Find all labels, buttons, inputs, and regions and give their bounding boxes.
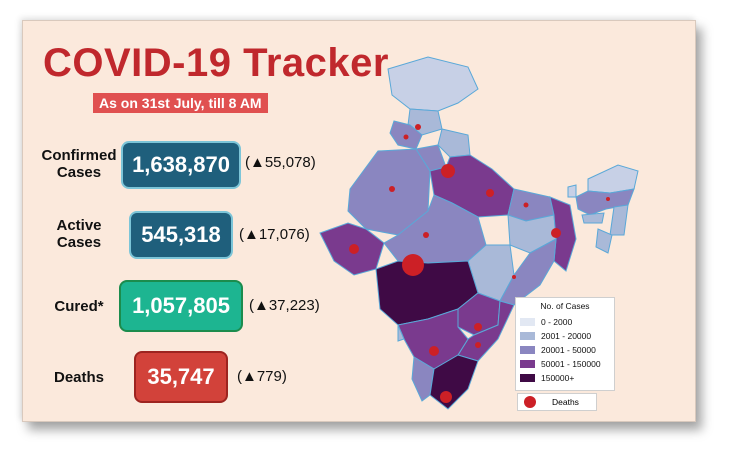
- death-dot: [523, 202, 529, 208]
- death-dot: [403, 134, 409, 140]
- cured-delta: (▲37,223): [249, 297, 320, 314]
- region-tripura-mizoram: [595, 228, 613, 254]
- deaths-label: Deaths: [53, 369, 105, 386]
- death-dot: [429, 346, 439, 356]
- death-dot: [475, 342, 481, 348]
- tracker-card: COVID-19 Tracker As on 31st July, till 8…: [22, 20, 696, 422]
- active-value-box: 545,318: [129, 211, 233, 259]
- death-dot: [551, 228, 561, 238]
- deaths-value-box: 35,747: [134, 351, 228, 403]
- death-dot: [441, 164, 455, 178]
- active-label: Active Cases: [56, 217, 102, 251]
- legend-swatch: [520, 317, 535, 326]
- confirmed-delta: (▲55,078): [245, 154, 316, 171]
- deaths-legend: Deaths: [517, 393, 597, 411]
- death-dot: [415, 124, 421, 130]
- deaths-delta: (▲779): [237, 368, 287, 385]
- region-west-bengal: [549, 196, 577, 272]
- region-jammu-kashmir: [387, 56, 479, 112]
- deaths-dot-icon: [524, 396, 536, 408]
- legend-swatch: [520, 331, 535, 340]
- death-dot: [423, 232, 429, 238]
- date-subtitle: As on 31st July, till 8 AM: [93, 93, 268, 113]
- death-dot: [606, 197, 610, 201]
- region-meghalaya: [581, 212, 605, 224]
- confirmed-label: Confirmed Cases: [41, 147, 117, 181]
- legend-item: 20001 - 50000: [520, 344, 596, 355]
- death-dot: [389, 186, 395, 192]
- confirmed-value-box: 1,638,870: [121, 141, 241, 189]
- map-legend: No. of Cases 0 - 2000 2001 - 20000 20001…: [515, 297, 615, 391]
- death-dot: [402, 254, 424, 276]
- death-dot: [440, 391, 452, 403]
- death-dot: [474, 323, 482, 331]
- death-dot: [512, 275, 516, 279]
- legend-swatch: [520, 359, 535, 368]
- legend-item: 50001 - 150000: [520, 358, 601, 369]
- region-uttarakhand: [437, 128, 471, 158]
- legend-swatch: [520, 373, 535, 382]
- legend-title: No. of Cases: [540, 301, 590, 311]
- region-arunachal: [587, 164, 639, 194]
- death-dot: [486, 189, 494, 197]
- region-goa: [397, 324, 405, 342]
- region-karnataka: [397, 308, 469, 370]
- region-nagaland-manipur: [609, 204, 629, 236]
- legend-item: 0 - 2000: [520, 316, 572, 327]
- page-title: COVID-19 Tracker: [43, 41, 389, 85]
- cured-label: Cured*: [54, 298, 104, 315]
- region-kerala: [411, 356, 435, 402]
- legend-swatch: [520, 345, 535, 354]
- legend-item: 2001 - 20000: [520, 330, 591, 341]
- region-sikkim: [567, 184, 577, 198]
- legend-item: 150000+: [520, 372, 574, 383]
- active-delta: (▲17,076): [239, 226, 310, 243]
- india-map: [319, 56, 639, 410]
- cured-value-box: 1,057,805: [119, 280, 243, 332]
- death-dot: [349, 244, 359, 254]
